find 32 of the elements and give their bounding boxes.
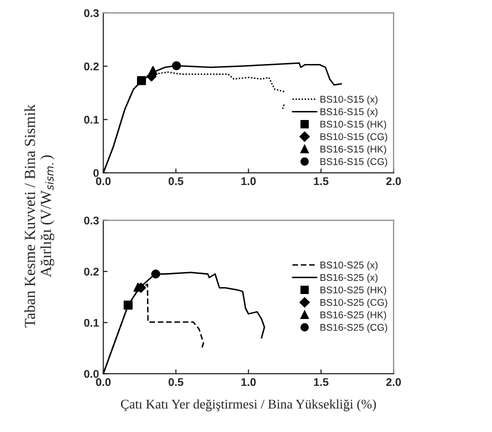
y-tick-label: 0.2 xyxy=(84,62,99,70)
legend-label: BS10-S25 (x) xyxy=(320,261,378,270)
x-tick-label: 2.0 xyxy=(386,177,401,186)
legend-label: BS16-S25 (CG) xyxy=(320,324,388,333)
x-tick-label: 0.0 xyxy=(96,177,111,186)
y-tick-label: 0 xyxy=(93,169,99,177)
x-tick-label: 1.5 xyxy=(314,177,328,186)
legend-label: BS10-S25 (CG) xyxy=(320,298,388,308)
legend-label: BS16-S15 (x) xyxy=(320,108,378,118)
legend-label: BS16-S15 (HK) xyxy=(320,145,386,154)
x-tick-label: 1.5 xyxy=(314,378,328,386)
legend-label: BS10-S15 (CG) xyxy=(320,132,388,142)
y-tick-label: 0.3 xyxy=(84,216,99,224)
legend-label: BS16-S25 (HK) xyxy=(320,311,386,320)
y-axis-title: Taban Kesme Kuvveti / Bina Sismik Ağırlığı (V/W$_{sism.}$) xyxy=(24,104,54,328)
x-tick-label: 1.0 xyxy=(241,177,256,186)
legend-label: BS10-S15 (x) xyxy=(320,96,378,105)
x-tick-label: 0.5 xyxy=(168,378,184,386)
x-axis-title: Çatı Katı Yer değiştirmesi / Bina Yüksekliği (%) xyxy=(120,399,376,412)
y-tick-label: 0.1 xyxy=(84,116,99,124)
x-tick-label: 2.0 xyxy=(386,378,401,386)
x-tick-label: 0.5 xyxy=(168,177,184,186)
x-tick-label: 0.0 xyxy=(96,378,111,386)
legend-label: BS10-S25 (HK) xyxy=(320,286,386,296)
y-tick-label: 0.1 xyxy=(84,318,99,327)
x-tick-label: 1.0 xyxy=(241,378,256,386)
y-tick-label: 0.0 xyxy=(84,370,99,378)
legend-label: BS16-S25 (x) xyxy=(320,274,378,283)
y-tick-label: 0.2 xyxy=(84,268,99,276)
legend-label: BS16-S15 (CG) xyxy=(320,158,388,167)
y-tick-label: 0.3 xyxy=(84,9,99,18)
legend-label: BS10-S15 (HK) xyxy=(320,120,386,130)
